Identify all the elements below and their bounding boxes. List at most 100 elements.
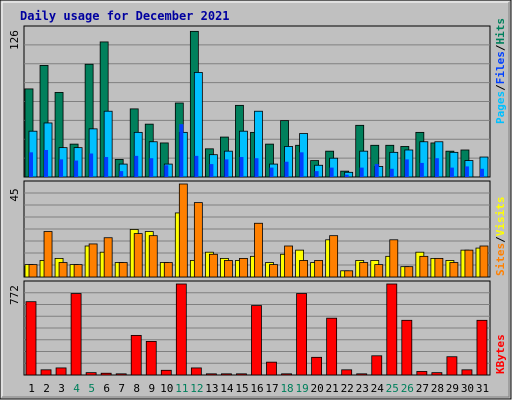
bar-kbytes [70, 293, 82, 376]
bar-kbytes [416, 371, 428, 376]
y-max-label: 772 [8, 285, 21, 305]
bar-kbytes [311, 356, 323, 376]
bar-sites [178, 183, 188, 278]
y-max-label: 45 [8, 188, 21, 201]
bar-pages [29, 152, 33, 177]
legend-hits-label: Hits [494, 18, 507, 45]
x-tick-label: 4 [73, 382, 80, 395]
bar-pages [119, 171, 124, 177]
panel-kbytes: 772 [8, 280, 491, 376]
bar-sites [269, 264, 278, 278]
bar-pages [479, 168, 484, 177]
bar-kbytes [251, 305, 262, 376]
panel-visits-sites: 45 [8, 180, 491, 278]
bar-kbytes [130, 334, 142, 376]
bar-sites [58, 262, 68, 278]
bar-pages [239, 157, 244, 177]
x-tick-label: 28 [431, 382, 444, 395]
x-tick-label: 3 [58, 382, 65, 395]
x-tick-label: 9 [148, 382, 155, 395]
bar-pages [89, 153, 94, 177]
bar-kbytes [326, 317, 338, 376]
x-tick-label: 25 [386, 382, 399, 395]
bar-sites [148, 235, 158, 278]
bar-sites [314, 260, 324, 278]
bar-pages [134, 155, 139, 177]
x-tick-label: 13 [205, 382, 218, 395]
bar-kbytes [40, 369, 52, 376]
bar-pages [299, 152, 304, 177]
bar-sites [344, 270, 354, 278]
x-tick-label: 17 [265, 382, 278, 395]
x-tick-label: 12 [190, 382, 203, 395]
bar-pages [179, 124, 184, 177]
legend-mid: Sites/Visits [494, 197, 507, 277]
x-tick-label: 10 [160, 382, 173, 395]
bar-pages [464, 166, 469, 177]
bar-kbytes [266, 361, 277, 376]
bar-kbytes [281, 373, 292, 376]
bar-sites [239, 257, 248, 278]
bar-pages [284, 161, 289, 177]
chart-title: Daily usage for December 2021 [20, 9, 230, 23]
x-tick-label: 21 [326, 382, 339, 395]
x-tick-label: 27 [416, 382, 429, 395]
x-tick-label: 30 [461, 382, 474, 395]
bar-kbytes [100, 372, 112, 376]
bar-pages [149, 158, 154, 177]
bar-sites [359, 262, 369, 278]
bar-pages [404, 159, 409, 177]
x-tick-label: 14 [220, 382, 234, 395]
bar-pages [419, 162, 424, 177]
x-tick-label: 24 [371, 382, 385, 395]
bar-sites [103, 237, 113, 278]
bar-sites [43, 231, 53, 278]
bar-sites [118, 262, 128, 278]
bar-kbytes [55, 367, 67, 376]
bar-kbytes [160, 369, 172, 376]
bar-kbytes [205, 373, 217, 376]
legend-sites-label: Sites [494, 243, 507, 276]
x-tick-label: 22 [341, 382, 354, 395]
bar-sites [419, 255, 429, 278]
bar-pages [374, 164, 379, 177]
legend-sep-1: / [494, 84, 507, 91]
x-tick-label: 11 [175, 382, 188, 395]
bar-kbytes [190, 367, 202, 376]
legend-pages-label: Pages [494, 91, 507, 124]
bar-kbytes [115, 373, 127, 376]
bar-kbytes [356, 373, 368, 376]
legend-top: Pages/Files/Hits [494, 18, 507, 124]
bar-pages [314, 171, 319, 177]
x-tick-label: 31 [476, 382, 489, 395]
panel-hits-files-pages: 126 [8, 25, 491, 178]
bar-sites [404, 266, 414, 278]
bar-kbytes [476, 319, 488, 376]
bar-kbytes [236, 373, 247, 376]
bar-pages [254, 158, 259, 177]
bar-pages [104, 157, 109, 177]
x-tick-label: 16 [250, 382, 263, 395]
x-tick-label: 7 [118, 382, 125, 395]
bar-pages [59, 159, 64, 177]
bar-pages [74, 160, 79, 177]
bar-sites [299, 260, 308, 278]
bar-kbytes [386, 283, 398, 376]
legend-files-label: Files [494, 51, 507, 84]
bar-sites [193, 202, 203, 278]
bar-sites [374, 264, 384, 278]
bar-kbytes [431, 372, 443, 376]
bar-kbytes [145, 341, 157, 376]
bar-pages [44, 149, 49, 177]
bar-kbytes [25, 301, 37, 376]
bar-sites [254, 222, 263, 278]
bar-sites [208, 253, 218, 278]
y-max-label: 126 [8, 30, 21, 50]
x-tick-label: 15 [235, 382, 248, 395]
x-tick-label: 2 [43, 382, 50, 395]
x-tick-label: 26 [401, 382, 414, 395]
x-tick-label: 8 [133, 382, 140, 395]
